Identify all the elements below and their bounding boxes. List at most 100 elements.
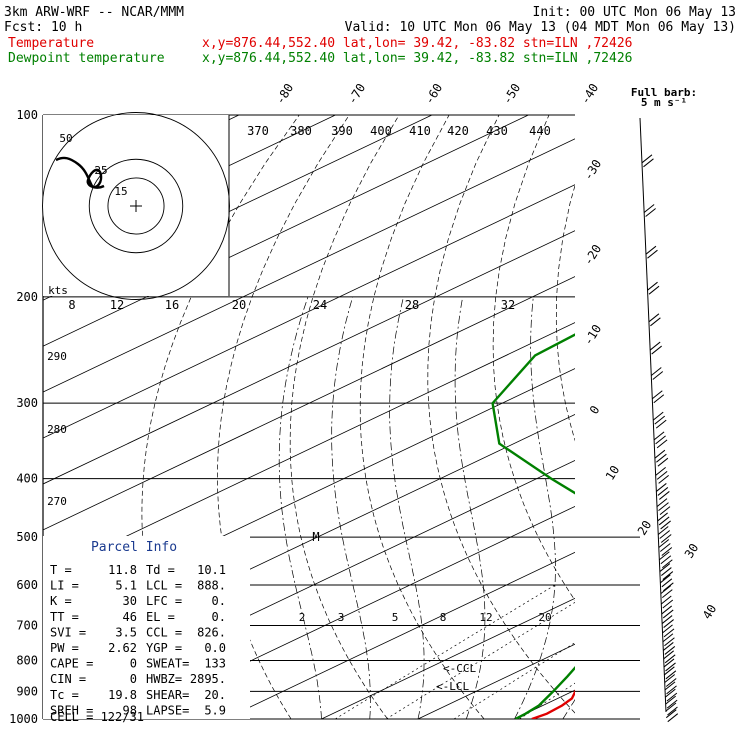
- parcel-label: LCL =: [146, 579, 182, 593]
- moist-adiabat: [659, 297, 740, 719]
- pressure-label-100: 100: [16, 108, 38, 122]
- wind-barb: [655, 466, 666, 476]
- theta-label: 420: [447, 124, 469, 138]
- wind-barb: [662, 624, 673, 634]
- parcel-value: 826.: [197, 625, 226, 639]
- parcel-value: 5.1: [115, 579, 137, 593]
- wind-barb: [655, 419, 667, 429]
- wind-barb: [654, 449, 666, 459]
- wind-barb: [665, 678, 677, 687]
- hodo-unit-label: kts: [48, 284, 68, 297]
- parcel-value: 5.9: [204, 703, 226, 717]
- wind-barb: [663, 619, 674, 628]
- isotherm-line: [43, 276, 575, 531]
- moist-adiabat: [708, 297, 740, 719]
- wind-barb: [654, 415, 666, 425]
- pressure-label-800: 800: [16, 653, 38, 667]
- moist-adiabat: [278, 296, 322, 719]
- parcel-value: 10.1: [197, 563, 226, 577]
- model-title: 3km ARW-WRF -- NCAR/MMM: [4, 5, 184, 20]
- dewpoint-legend: Dewpoint temperature: [8, 51, 165, 66]
- wind-barb: [663, 582, 674, 592]
- hodo-speed-label: 24: [313, 298, 327, 312]
- wind-barb: [662, 609, 674, 619]
- moist-adiabat: [454, 296, 486, 719]
- parcel-label: LAPSE=: [146, 703, 189, 717]
- wind-barb: [666, 699, 678, 709]
- parcel-label: SHEAR=: [146, 688, 189, 702]
- dry-adiabat: [289, 115, 400, 719]
- parcel-label: CIN =: [50, 672, 86, 686]
- parcel-value: 133: [204, 657, 226, 671]
- isotherm-line: [417, 643, 575, 719]
- parcel-label: SVI =: [50, 625, 86, 639]
- wind-barb: [666, 692, 678, 702]
- isotherm-line: [611, 115, 740, 719]
- wind-barb: [665, 695, 676, 705]
- theta-label: 410: [409, 124, 431, 138]
- wind-barb: [657, 512, 668, 522]
- barb-legend-unit: 5 m s⁻¹: [641, 96, 687, 109]
- theta-label: 390: [331, 124, 353, 138]
- pressure-label-300: 300: [16, 396, 38, 410]
- wind-barb: [656, 439, 668, 449]
- theta-low-label: 270: [47, 495, 67, 508]
- moist-adiabat: [611, 297, 740, 719]
- temperature-tick-label: 20: [635, 518, 655, 538]
- parcel-title: Parcel Info: [91, 540, 177, 555]
- temperature-tick-label: -70: [345, 81, 368, 107]
- parcel-label: LFC =: [146, 594, 182, 608]
- wind-barb: [658, 539, 670, 548]
- wind-barb: [664, 654, 676, 664]
- hodograph-trace: [55, 156, 105, 189]
- wind-barb: [653, 394, 665, 404]
- theta-label: 430: [486, 124, 508, 138]
- wind-barb: [665, 709, 677, 719]
- wind-barb: [661, 605, 673, 615]
- theta-label: 370: [247, 124, 269, 138]
- isotherm-line: [43, 230, 575, 485]
- parcel-label: PW =: [50, 641, 79, 655]
- temperature-tick-label: 10: [603, 463, 623, 483]
- moist-adiabat: [331, 296, 371, 719]
- hodograph-ring-50: [42, 112, 230, 300]
- parcel-label: SREH =: [50, 703, 93, 717]
- wind-barb: [665, 662, 676, 672]
- parcel-label: LI =: [50, 579, 79, 593]
- isotherm-line: [224, 551, 575, 719]
- temperature-tick-label: 40: [700, 602, 720, 622]
- wind-barb: [666, 685, 677, 695]
- temperature-tick-label: -20: [581, 242, 604, 268]
- wind-barb: [648, 313, 660, 323]
- wind-barb: [659, 543, 671, 552]
- temperature-legend: Temperature: [8, 36, 94, 51]
- wind-barb: [641, 154, 653, 164]
- pressure-label-900: 900: [16, 684, 38, 698]
- parcel-panel-background: [43, 536, 250, 719]
- parcel-label: T =: [50, 563, 72, 577]
- parcel-value: 888.: [197, 579, 226, 593]
- wind-barb: [643, 158, 654, 168]
- theta-label: 380: [290, 124, 312, 138]
- wind-barb: [656, 483, 667, 492]
- moist-adiabat: [389, 296, 425, 719]
- hodo-speed-label: 20: [232, 298, 246, 312]
- parcel-label: Td =: [146, 563, 175, 577]
- temperature-tick-label: -50: [500, 81, 523, 107]
- pressure-label-600: 600: [16, 578, 38, 592]
- profile-curves: [491, 333, 575, 719]
- hodo-speed-label: 32: [501, 298, 515, 312]
- parcel-info-panel: Parcel Info T = 11.8 Td = 10.1 LI = 5.1 LCL = 88…: [43, 536, 250, 724]
- parcel-label: CAPE =: [50, 657, 93, 671]
- wind-barb: [667, 713, 679, 723]
- theta-label: 400: [370, 124, 392, 138]
- parcel-value: 11.8: [108, 563, 137, 577]
- wind-barb: [649, 341, 661, 351]
- wind-barb: [658, 474, 669, 484]
- wind-barb: [652, 411, 664, 421]
- mixing-ratio-label: 12: [479, 611, 492, 624]
- wind-barb: [661, 567, 672, 576]
- wind-barb: [660, 595, 672, 605]
- temperature-tick-label: 0: [587, 403, 603, 417]
